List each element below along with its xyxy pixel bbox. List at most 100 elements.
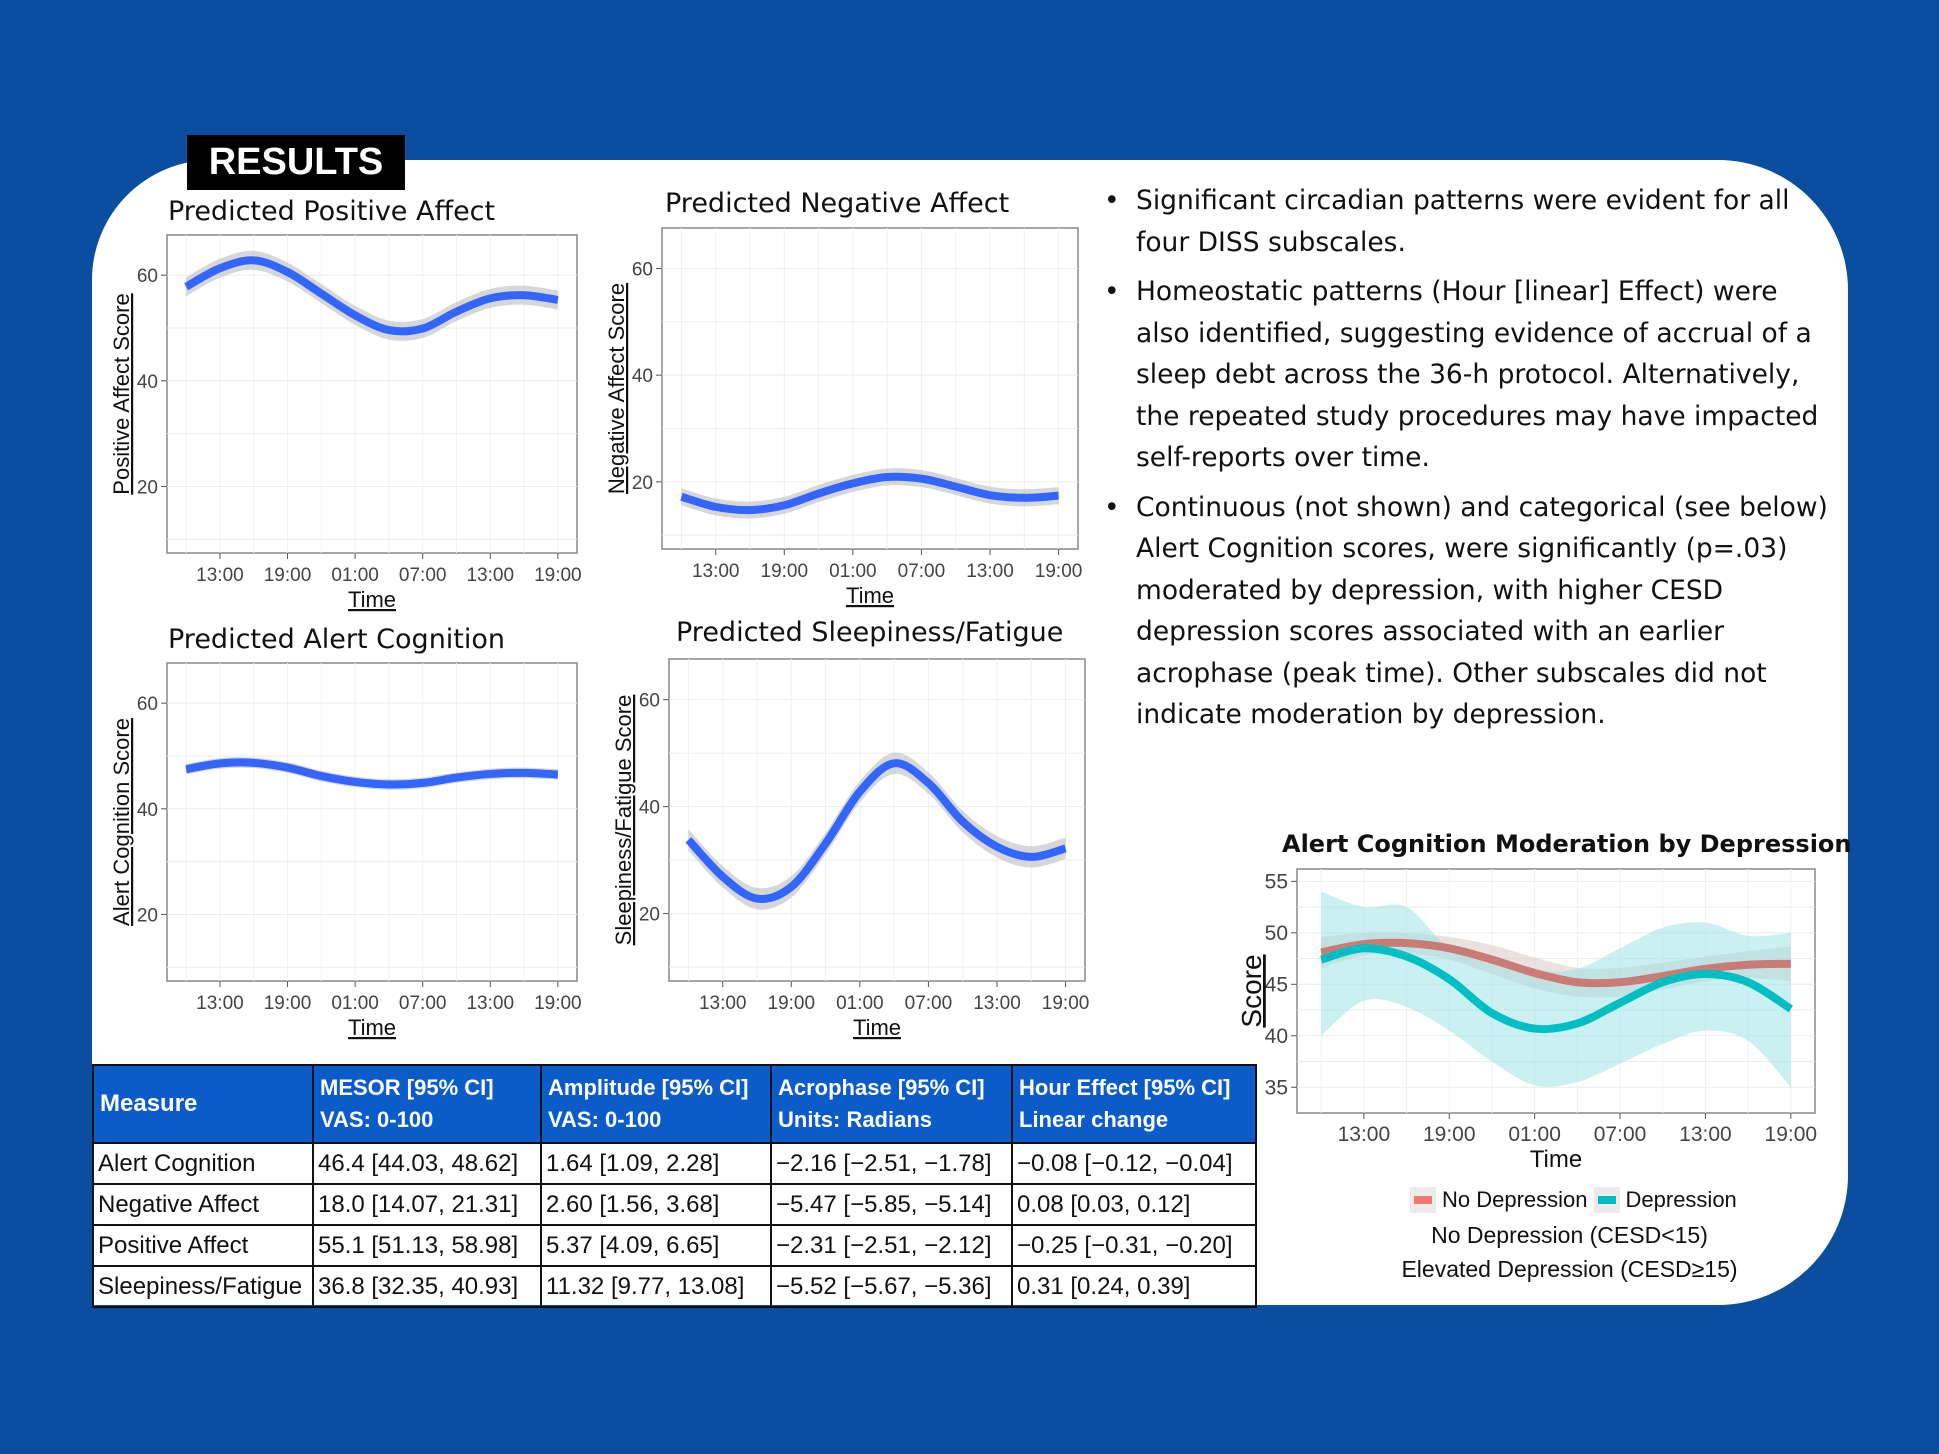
plot-area (668, 658, 1086, 982)
legend-label-no-depression: No Depression (1442, 1187, 1588, 1212)
series-line-predicted (685, 759, 1067, 903)
y-tick-label: 40 (137, 372, 158, 393)
table-cell: 18.0 [14.07, 21.31] (312, 1183, 542, 1226)
x-tick-label: 01:00 (331, 993, 379, 1014)
confidence-band-series (186, 250, 558, 341)
x-tick-label: 19:00 (1035, 561, 1083, 582)
finding-item: Significant circadian patterns were evid… (1100, 180, 1830, 263)
moderation-chart: 35 40 45 50 55 13:00 19:00 01:00 07:00 13:00 19:00… (1236, 868, 1817, 1173)
table-cell: Negative Affect (92, 1183, 314, 1226)
table-cell: 11.32 [9.77, 13.08] (540, 1265, 772, 1308)
table-row: Negative Affect 18.0 [14.07, 21.31] 2.60 [… (92, 1183, 1257, 1226)
x-tick-label: 13:00 (196, 993, 244, 1014)
col-header-hour-effect: Hour Effect [95% CI] Linear change (1011, 1064, 1257, 1144)
finding-item: Homeostatic patterns (Hour [linear] Effe… (1100, 271, 1830, 479)
y-axis-label: Negative Affect Score (604, 283, 629, 494)
finding-item: Continuous (not shown) and categorical (… (1100, 487, 1830, 736)
col-header-amplitude: Amplitude [95% CI] VAS: 0-100 (540, 1064, 772, 1144)
col-header-mesor: MESOR [95% CI] VAS: 0-100 (312, 1064, 542, 1144)
y-tick-label: 60 (137, 266, 158, 287)
table-cell: 36.8 [32.35, 40.93] (312, 1265, 542, 1308)
alert-cognition-chart: 20 40 60 13:00 19:00 01:00 07:00 13:00 19:00 Time… (109, 662, 582, 1040)
x-tick-label: 13:00 (699, 993, 747, 1014)
y-tick-label: 40 (1265, 1025, 1288, 1048)
table-header-row: Measure MESOR [95% CI] VAS: 0-100 Amplitu… (92, 1064, 1257, 1144)
cosinor-results-table: Measure MESOR [95% CI] VAS: 0-100 Amplitu… (92, 1064, 1257, 1308)
chart-title-negative-affect: Predicted Negative Affect (665, 188, 1010, 219)
findings-list: Significant circadian patterns were evid… (1100, 180, 1830, 744)
y-tick-label: 20 (137, 905, 158, 926)
x-axis-label: Time (846, 583, 894, 608)
x-tick-label: 19:00 (768, 993, 816, 1014)
x-tick-label: 19:00 (761, 561, 809, 582)
table-cell: 46.4 [44.03, 48.62] (312, 1142, 542, 1185)
legend-label-depression: Depression (1625, 1187, 1737, 1212)
x-tick-label: 07:00 (1594, 1123, 1647, 1146)
y-tick-label: 60 (639, 691, 660, 712)
y-tick-label: 60 (137, 694, 158, 715)
y-tick-label: 40 (639, 798, 660, 819)
y-axis-label: Sleepiness/Fatigue Score (611, 695, 636, 946)
x-tick-label: 07:00 (898, 561, 946, 582)
series-line-predicted (185, 758, 559, 789)
table-cell: Positive Affect (92, 1224, 314, 1267)
series-line-predicted (680, 472, 1059, 515)
table-cell: 1.64 [1.09, 2.28] (540, 1142, 772, 1185)
y-axis-label: Score (1236, 954, 1267, 1027)
series-line-depression (1320, 944, 1794, 1034)
x-tick-label: 13:00 (973, 993, 1021, 1014)
y-tick-label: 40 (137, 800, 158, 821)
table-cell: −0.08 [−0.12, −0.04] (1011, 1142, 1257, 1185)
confidence-band-depression (1321, 891, 1791, 1088)
x-tick-label: 01:00 (1508, 1123, 1561, 1146)
y-tick-label: 55 (1265, 870, 1288, 893)
table-cell: 2.60 [1.56, 3.68] (540, 1183, 772, 1226)
negative-affect-chart: 20 40 60 13:00 19:00 01:00 07:00 13:00 19:00 Time… (604, 227, 1082, 608)
results-badge: RESULTS (187, 135, 405, 190)
table-cell: 55.1 [51.13, 58.98] (312, 1224, 542, 1267)
table-cell: Alert Cognition (92, 1142, 314, 1185)
legend-swatch-no-depression (1410, 1187, 1436, 1213)
table-row: Positive Affect 55.1 [51.13, 58.98] 5.37 [… (92, 1224, 1257, 1267)
y-tick-label: 45 (1265, 973, 1288, 996)
x-tick-label: 19:00 (264, 565, 312, 586)
chart-title-alert-cognition: Predicted Alert Cognition (168, 624, 506, 655)
series-line-no-depression (1320, 938, 1791, 988)
y-tick-label: 20 (632, 473, 653, 494)
y-tick-label: 20 (639, 905, 660, 926)
x-axis-label: Time (348, 587, 396, 612)
chart-title-moderation: Alert Cognition Moderation by Depression (1282, 830, 1852, 858)
x-tick-label: 13:00 (1338, 1123, 1391, 1146)
x-axis-label: Time (348, 1015, 396, 1040)
col-header-acrophase: Acrophase [95% CI] Units: Radians (770, 1064, 1013, 1144)
chart-title-positive-affect: Predicted Positive Affect (168, 196, 496, 227)
y-tick-label: 60 (632, 260, 653, 281)
table-cell: Sleepiness/Fatigue (92, 1265, 314, 1308)
note-no-depression: No Depression (CESD<15) (1431, 1222, 1708, 1248)
x-tick-label: 19:00 (534, 993, 582, 1014)
table-cell: 0.31 [0.24, 0.39] (1011, 1265, 1257, 1308)
table-cell: −0.25 [−0.31, −0.20] (1011, 1224, 1257, 1267)
x-axis-label: Time (853, 1015, 901, 1040)
x-tick-label: 19:00 (1765, 1123, 1818, 1146)
plot-area (166, 234, 578, 554)
col-header-measure: Measure (92, 1064, 314, 1144)
x-tick-label: 19:00 (534, 565, 582, 586)
x-tick-label: 01:00 (836, 993, 884, 1014)
x-tick-label: 07:00 (905, 993, 953, 1014)
x-tick-label: 07:00 (399, 993, 447, 1014)
x-tick-label: 13:00 (466, 993, 514, 1014)
table-cell: 5.37 [4.09, 6.65] (540, 1224, 772, 1267)
y-tick-label: 20 (137, 477, 158, 498)
table-cell: −2.31 [−2.51, −2.12] (770, 1224, 1013, 1267)
y-tick-label: 40 (632, 366, 653, 387)
table-cell: 0.08 [0.03, 0.12] (1011, 1183, 1257, 1226)
x-tick-label: 13:00 (196, 565, 244, 586)
y-tick-label: 35 (1265, 1076, 1288, 1099)
table-row: Alert Cognition 46.4 [44.03, 48.62] 1.64 [… (92, 1142, 1257, 1185)
x-tick-label: 13:00 (966, 561, 1014, 582)
series-line-predicted (184, 256, 559, 336)
legend-swatch-depression (1593, 1187, 1620, 1213)
x-tick-label: 19:00 (264, 993, 312, 1014)
sleepiness-fatigue-chart: 20 40 60 13:00 19:00 01:00 07:00 13:00 19:00 Time… (611, 658, 1089, 1040)
